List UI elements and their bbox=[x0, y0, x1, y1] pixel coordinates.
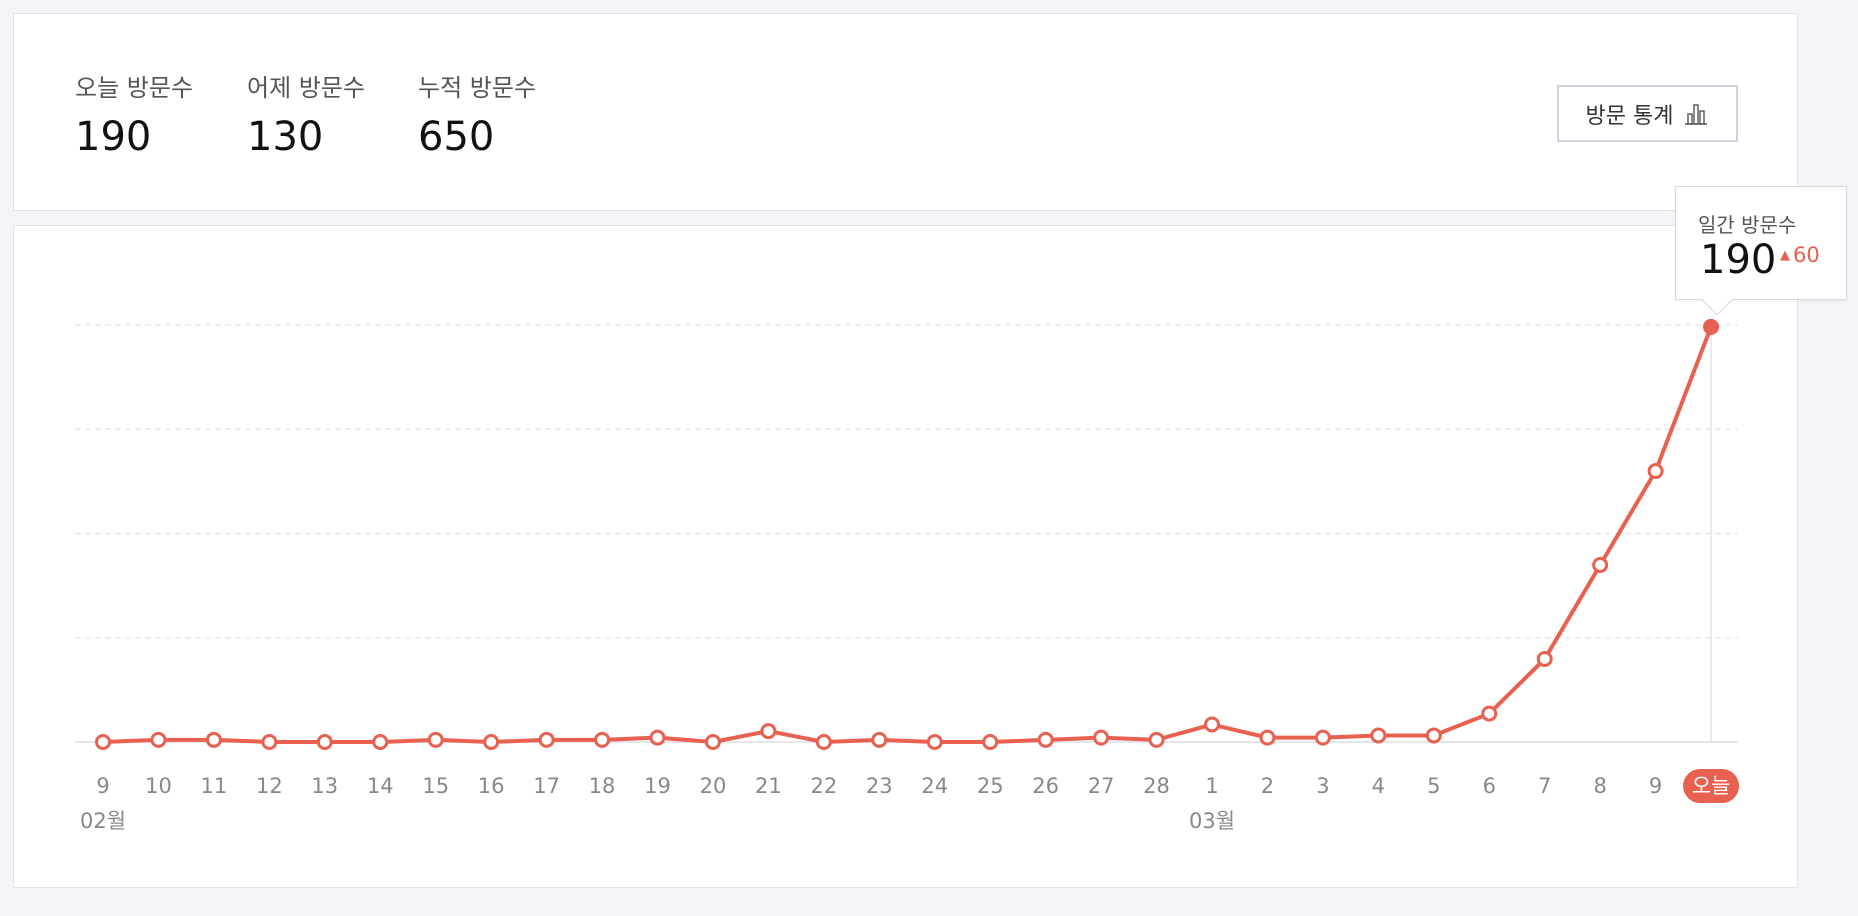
x-tick-label: 6 bbox=[1483, 774, 1496, 798]
data-point bbox=[261, 734, 278, 750]
data-point bbox=[150, 731, 167, 748]
x-tick-label: 24 bbox=[921, 774, 948, 798]
x-tick-label: 20 bbox=[700, 774, 727, 798]
today-visits-label: 오늘 방문수 bbox=[75, 74, 194, 102]
tooltip-delta-value: 60 bbox=[1793, 243, 1820, 267]
data-point bbox=[205, 731, 222, 748]
total-visits-value: 650 bbox=[418, 114, 495, 160]
data-point bbox=[1148, 731, 1165, 748]
data-point bbox=[1204, 716, 1220, 733]
visit-stats-button[interactable]: 방문 통계 bbox=[1557, 85, 1738, 142]
highlight-data-point bbox=[1703, 318, 1720, 335]
daily-visits-tooltip: 일간 방문수 190 ▲ 60 bbox=[1675, 186, 1847, 316]
data-point bbox=[427, 731, 444, 748]
data-point bbox=[1536, 650, 1553, 667]
x-tick-label: 2 bbox=[1261, 774, 1274, 798]
data-point bbox=[1314, 729, 1331, 746]
x-tick-label: 14 bbox=[367, 774, 394, 798]
data-point bbox=[1093, 729, 1110, 746]
visitor-summary-panel: 오늘 방문수 190 어제 방문수 130 누적 방문수 650 방문 통계 bbox=[13, 13, 1798, 211]
x-tick-label: 8 bbox=[1593, 774, 1606, 798]
series-line bbox=[101, 324, 1714, 744]
data-point bbox=[483, 734, 500, 750]
x-tick-label: 5 bbox=[1427, 774, 1440, 798]
data-point bbox=[1647, 463, 1664, 480]
today-tick-pill bbox=[1683, 769, 1740, 803]
tooltip-value: 190 bbox=[1700, 237, 1777, 283]
data-point bbox=[871, 731, 888, 748]
x-tick-label: 18 bbox=[589, 774, 616, 798]
data-point bbox=[1370, 727, 1387, 744]
data-point bbox=[538, 731, 555, 748]
x-tick-label: 3 bbox=[1316, 774, 1329, 798]
yesterday-visits-value: 130 bbox=[247, 114, 324, 160]
today-visits-value: 190 bbox=[75, 114, 152, 160]
x-tick-label: 10 bbox=[145, 774, 172, 798]
x-tick-label: 11 bbox=[201, 774, 228, 798]
total-visits-label: 누적 방문수 bbox=[418, 74, 537, 102]
x-tick-label: 21 bbox=[755, 774, 782, 798]
x-tick-label: 13 bbox=[311, 774, 338, 798]
triangle-up-icon: ▲ bbox=[1780, 248, 1790, 263]
data-point bbox=[1592, 557, 1609, 574]
daily-visits-chart-panel: 9 10 11 12 13 14 15 16 17 18 19 20 21 22 23 24 25 26 27 28 1… bbox=[13, 225, 1798, 888]
data-point bbox=[316, 734, 333, 750]
bar-chart-icon bbox=[1685, 103, 1708, 125]
x-tick-label: 19 bbox=[644, 774, 671, 798]
yesterday-visits-label: 어제 방문수 bbox=[247, 74, 366, 102]
x-tick-label: 7 bbox=[1538, 774, 1551, 798]
x-tick-label: 9 bbox=[96, 774, 109, 798]
x-tick-label-today: 오늘 bbox=[1692, 774, 1731, 798]
x-tick-label: 9 bbox=[1649, 774, 1662, 798]
x-tick-label: 1 bbox=[1205, 774, 1218, 798]
data-point bbox=[704, 734, 721, 750]
data-point bbox=[1481, 705, 1498, 722]
x-tick-label: 15 bbox=[422, 774, 449, 798]
data-point bbox=[982, 734, 999, 750]
x-tick-label: 26 bbox=[1032, 774, 1059, 798]
data-point bbox=[372, 734, 389, 750]
data-point bbox=[594, 731, 611, 748]
data-point bbox=[760, 723, 777, 740]
data-point bbox=[1037, 731, 1054, 748]
tooltip-title: 일간 방문수 bbox=[1698, 213, 1797, 237]
x-tick-label: 22 bbox=[810, 774, 837, 798]
data-point bbox=[1259, 729, 1276, 746]
data-point bbox=[1425, 727, 1442, 744]
x-tick-label: 4 bbox=[1372, 774, 1385, 798]
x-tick-label: 23 bbox=[866, 774, 893, 798]
x-tick-label: 25 bbox=[977, 774, 1004, 798]
daily-visits-chart: 9 10 11 12 13 14 15 16 17 18 19 20 21 22 23 24 25 26 27 28 1… bbox=[75, 318, 1740, 833]
x-tick-label: 28 bbox=[1143, 774, 1170, 798]
x-tick-label: 16 bbox=[478, 774, 505, 798]
data-point bbox=[95, 734, 111, 750]
x-tick-label: 17 bbox=[533, 774, 560, 798]
x-tick-label: 27 bbox=[1088, 774, 1115, 798]
x-month-label: 03월 bbox=[1189, 809, 1235, 833]
x-tick-label: 12 bbox=[256, 774, 283, 798]
tooltip-delta: ▲ 60 bbox=[1780, 243, 1820, 267]
data-point bbox=[815, 734, 832, 750]
x-month-label: 02월 bbox=[80, 809, 126, 833]
data-point bbox=[649, 729, 666, 746]
visit-stats-button-label: 방문 통계 bbox=[1585, 103, 1674, 129]
data-point bbox=[926, 734, 943, 750]
